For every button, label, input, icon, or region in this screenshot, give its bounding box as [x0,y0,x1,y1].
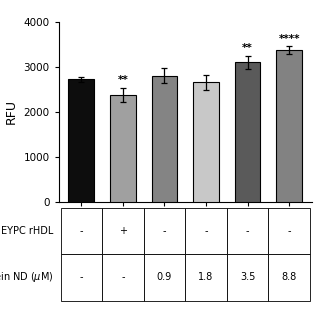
Text: +: + [119,226,127,236]
Bar [276,50,302,202]
Text: -: - [287,226,291,236]
Text: 8.8: 8.8 [281,272,297,282]
Text: 0.9: 0.9 [157,272,172,282]
Text: Lutein ND ($\mu$M): Lutein ND ($\mu$M) [0,270,54,285]
Text: -: - [80,226,83,236]
Text: -: - [246,226,249,236]
Text: -: - [204,226,208,236]
Text: EYPC rHDL: EYPC rHDL [1,226,54,236]
Text: 3.5: 3.5 [240,272,255,282]
Bar [151,76,177,202]
Bar [110,95,136,202]
Text: **: ** [242,43,253,53]
Text: -: - [121,272,125,282]
Text: 1.8: 1.8 [198,272,214,282]
Text: -: - [80,272,83,282]
Text: -: - [163,226,166,236]
Text: **: ** [118,75,128,85]
Bar [235,62,260,202]
Bar [193,82,219,202]
Text: ****: **** [279,34,300,44]
Y-axis label: RFU: RFU [5,99,18,124]
Bar [69,79,94,202]
